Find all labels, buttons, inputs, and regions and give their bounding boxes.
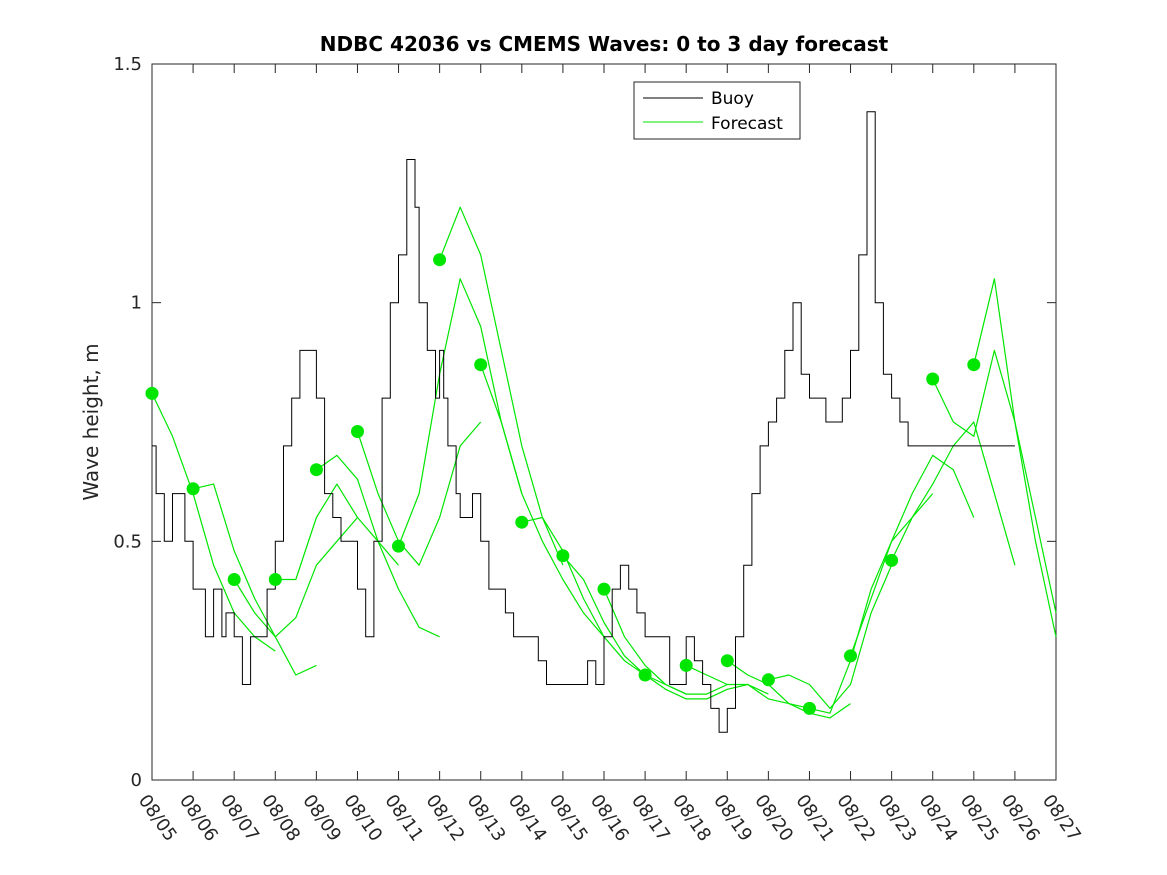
forecast-initial-point bbox=[474, 358, 488, 372]
forecast-initial-point bbox=[515, 515, 529, 529]
legend-buoy-label: Buoy bbox=[711, 89, 754, 109]
x-tick-label: 08/12 bbox=[422, 791, 469, 846]
forecast-initial-point bbox=[433, 253, 447, 267]
forecast-series-line bbox=[603, 588, 728, 695]
buoy-series-line bbox=[152, 111, 1015, 733]
forecast-initial-point bbox=[227, 573, 241, 586]
forecast-series-line bbox=[726, 660, 851, 719]
forecast-lines bbox=[151, 206, 1057, 719]
forecast-initial-point bbox=[720, 654, 734, 668]
y-ticks: 0 0.5 1 1.5 bbox=[113, 54, 1056, 791]
x-tick-label: 08/26 bbox=[997, 791, 1044, 846]
forecast-series-line bbox=[521, 516, 646, 676]
y-tick-label: 1 bbox=[131, 293, 142, 314]
legend-forecast-label: Forecast bbox=[711, 114, 783, 134]
x-tick-label: 08/08 bbox=[257, 791, 304, 846]
y-tick-label: 0 bbox=[131, 770, 142, 791]
forecast-series-line bbox=[768, 564, 893, 710]
forecast-initial-point bbox=[638, 668, 652, 682]
legend: Buoy Forecast bbox=[633, 81, 801, 140]
x-tick-label: 08/18 bbox=[668, 791, 715, 846]
x-tick-label: 08/11 bbox=[380, 791, 427, 846]
forecast-initial-point bbox=[926, 372, 940, 386]
x-tick-label: 08/15 bbox=[545, 791, 592, 846]
y-tick-label: 0.5 bbox=[113, 531, 142, 552]
y-tick-label: 1.5 bbox=[113, 54, 142, 75]
forecast-initial-point bbox=[844, 649, 857, 663]
forecast-initial-point bbox=[556, 549, 570, 563]
forecast-series-line bbox=[849, 454, 975, 657]
x-tick-label: 08/16 bbox=[586, 791, 633, 846]
x-tick-label: 08/21 bbox=[791, 791, 838, 846]
x-tick-label: 08/10 bbox=[339, 791, 386, 846]
x-tick-label: 08/25 bbox=[956, 791, 1003, 846]
forecast-series-line bbox=[932, 349, 1057, 614]
y-axis-label: Wave height, m bbox=[79, 343, 103, 500]
forecast-series-line bbox=[973, 278, 1057, 637]
buoy-line bbox=[152, 111, 1015, 733]
forecast-initial-point bbox=[803, 701, 816, 715]
forecast-initial-point bbox=[967, 358, 981, 372]
forecast-initial-point bbox=[761, 673, 775, 687]
x-tick-label: 08/22 bbox=[832, 791, 879, 846]
x-tick-label: 08/09 bbox=[298, 791, 345, 846]
forecast-initial-point bbox=[885, 553, 899, 567]
forecast-initial-point bbox=[351, 425, 364, 438]
forecast-series-line bbox=[356, 421, 482, 566]
forecast-series-line bbox=[192, 483, 317, 676]
x-tick-label: 08/19 bbox=[709, 791, 756, 846]
x-tick-label: 08/27 bbox=[1038, 791, 1085, 846]
legend-box bbox=[633, 81, 801, 140]
forecast-series-line bbox=[233, 517, 358, 638]
forecast-initial-point bbox=[679, 658, 693, 672]
x-tick-label: 08/05 bbox=[134, 791, 181, 846]
chart-title: NDBC 42036 vs CMEMS Waves: 0 to 3 day fo… bbox=[320, 32, 889, 56]
x-tick-label: 08/17 bbox=[627, 791, 674, 846]
forecast-initial-point bbox=[186, 482, 200, 496]
forecast-initial-point bbox=[309, 463, 323, 477]
x-tick-label: 08/14 bbox=[504, 791, 551, 846]
forecast-initial-point bbox=[268, 573, 282, 586]
x-tick-label: 08/20 bbox=[750, 791, 797, 846]
x-tick-label: 08/07 bbox=[216, 791, 263, 846]
forecast-initial-point bbox=[392, 539, 405, 553]
x-tick-label: 08/13 bbox=[463, 791, 510, 846]
x-tick-label: 08/24 bbox=[915, 791, 962, 846]
forecast-series-line bbox=[480, 364, 605, 638]
forecast-initial-point bbox=[597, 582, 611, 596]
forecast-initial-points bbox=[145, 253, 981, 715]
forecast-initial-point bbox=[145, 386, 159, 400]
x-tick-label: 08/23 bbox=[874, 791, 921, 846]
x-tick-label: 08/06 bbox=[175, 791, 222, 846]
